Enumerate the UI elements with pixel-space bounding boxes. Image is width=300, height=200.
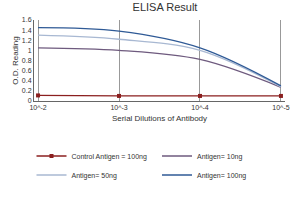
svg-text:0.6: 0.6 [22,67,32,74]
svg-text:0.8: 0.8 [22,57,32,64]
svg-text:Antigen= 100ng: Antigen= 100ng [197,172,246,180]
svg-text:Antigen= 10ng: Antigen= 10ng [197,153,242,161]
svg-text:10^-3: 10^-3 [110,104,127,111]
svg-text:10^-4: 10^-4 [191,104,208,111]
svg-text:0: 0 [28,97,32,104]
svg-text:Control Antigen = 100ng: Control Antigen = 100ng [72,153,147,161]
svg-text:0.2: 0.2 [22,87,32,94]
svg-text:Serial Dilutions of Antibody: Serial Dilutions of Antibody [112,114,207,123]
svg-text:ELISA Result: ELISA Result [133,1,198,13]
svg-text:O.D. Reading: O.D. Reading [11,36,20,84]
svg-text:0.4: 0.4 [22,77,32,84]
svg-text:1: 1 [28,47,32,54]
svg-text:10^-2: 10^-2 [29,104,46,111]
svg-text:1.4: 1.4 [22,27,32,34]
svg-text:1.6: 1.6 [22,16,32,23]
svg-text:Antigen= 50ng: Antigen= 50ng [72,172,117,180]
svg-text:1.2: 1.2 [22,37,32,44]
svg-text:10^-5: 10^-5 [272,104,289,111]
